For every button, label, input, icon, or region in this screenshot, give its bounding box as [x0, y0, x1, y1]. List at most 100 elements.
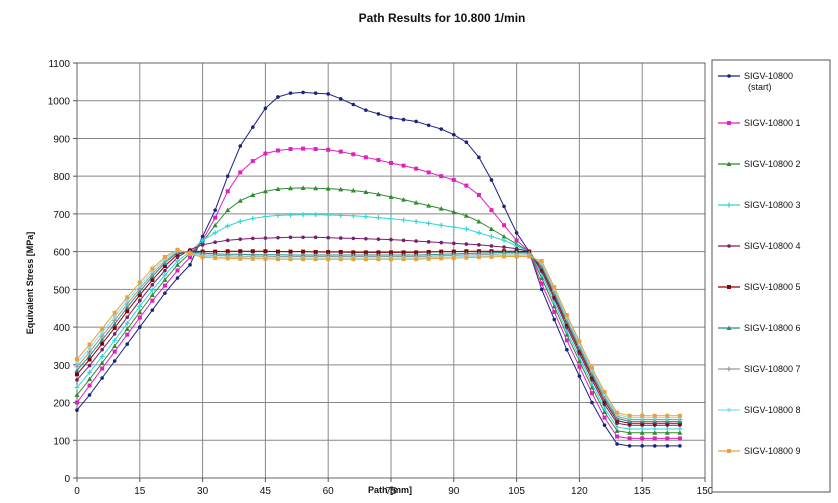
data-point [313, 250, 318, 255]
x-tick-label: 75 [385, 486, 397, 497]
data-point [325, 212, 331, 218]
series-line [76, 249, 680, 417]
data-point [389, 160, 393, 165]
data-point [250, 215, 256, 221]
data-point [263, 249, 268, 254]
data-point [263, 151, 268, 156]
data-point [552, 317, 557, 322]
data-point [124, 304, 130, 310]
series-4 [75, 235, 682, 427]
data-point [213, 240, 217, 245]
data-point [87, 349, 93, 355]
data-point [502, 204, 506, 209]
data-point [338, 186, 344, 192]
data-point [162, 272, 168, 278]
y-axis-label: Equivalent Stress [MPa] [25, 232, 35, 335]
data-point [577, 374, 582, 378]
legend-label: SIGV-10800 7 [744, 364, 801, 374]
data-point [727, 285, 731, 289]
data-point [677, 413, 682, 418]
x-ticks: 0 15 30 45 60 75 90 105 120 135 150 [74, 478, 714, 497]
data-point [376, 257, 381, 262]
data-point [137, 280, 142, 285]
data-point [401, 238, 406, 243]
x-tick-label: 150 [697, 486, 714, 497]
data-point [488, 234, 494, 240]
data-point [552, 294, 557, 299]
data-point [552, 285, 557, 290]
data-point [627, 444, 632, 448]
data-point [124, 320, 130, 326]
data-point [589, 391, 594, 396]
data-point [87, 393, 92, 397]
data-point [87, 376, 93, 382]
data-point [539, 287, 544, 292]
data-point [275, 257, 280, 262]
data-point [477, 243, 481, 247]
data-point [225, 174, 230, 178]
data-point [150, 266, 155, 271]
legend: SIGV-10800 (start) SIGV-10800 1 SIGV-10800 … [711, 59, 831, 493]
data-point [163, 291, 167, 295]
data-point [376, 157, 381, 162]
data-point [288, 212, 294, 218]
data-point [162, 283, 167, 288]
data-point [539, 281, 544, 286]
x-tick-label: 45 [260, 486, 272, 497]
data-point [137, 289, 143, 294]
data-point [326, 147, 331, 152]
data-point [99, 354, 105, 360]
data-point [288, 249, 293, 254]
data-point [112, 343, 118, 348]
data-point [640, 436, 645, 441]
data-point [350, 213, 356, 219]
data-point [212, 222, 218, 228]
data-point [615, 410, 620, 415]
data-point [627, 413, 632, 418]
data-point [463, 213, 469, 218]
data-point [338, 97, 343, 101]
data-point [351, 257, 356, 262]
data-point [263, 256, 268, 261]
data-point [125, 342, 130, 346]
data-point [376, 237, 381, 241]
data-point [564, 332, 570, 337]
data-point [288, 91, 293, 95]
data-point [288, 235, 293, 240]
data-point [225, 256, 230, 261]
data-point [74, 364, 80, 370]
legend-item: SIGV-10800 2 [718, 159, 801, 169]
data-point [476, 218, 482, 224]
data-point [75, 378, 79, 382]
data-point [301, 146, 306, 151]
data-point [439, 256, 444, 261]
data-point [363, 257, 368, 262]
data-point [564, 322, 569, 327]
data-point [238, 170, 243, 175]
x-tick-label: 90 [448, 486, 460, 497]
y-tick-label: 800 [53, 172, 70, 183]
data-point [614, 428, 620, 433]
data-point [413, 200, 419, 205]
data-point [74, 384, 80, 390]
data-point [602, 389, 607, 394]
data-point [501, 234, 507, 239]
data-point [502, 254, 507, 259]
x-tick-label: 60 [323, 486, 335, 497]
y-tick-label: 0 [64, 474, 70, 485]
legend-item: SIGV-10800 8 [718, 405, 801, 415]
data-point [125, 309, 130, 314]
data-point [313, 257, 318, 262]
data-point [438, 222, 444, 228]
data-point [225, 238, 230, 243]
data-point [100, 326, 105, 331]
x-tick-label: 0 [74, 486, 80, 497]
data-point [727, 121, 731, 125]
data-point [225, 189, 230, 194]
data-point [451, 224, 457, 230]
data-point [652, 426, 658, 432]
data-point [326, 92, 331, 96]
data-point [665, 413, 670, 418]
legend-item: SIGV-10800 9 [718, 446, 801, 456]
data-point [502, 223, 507, 228]
